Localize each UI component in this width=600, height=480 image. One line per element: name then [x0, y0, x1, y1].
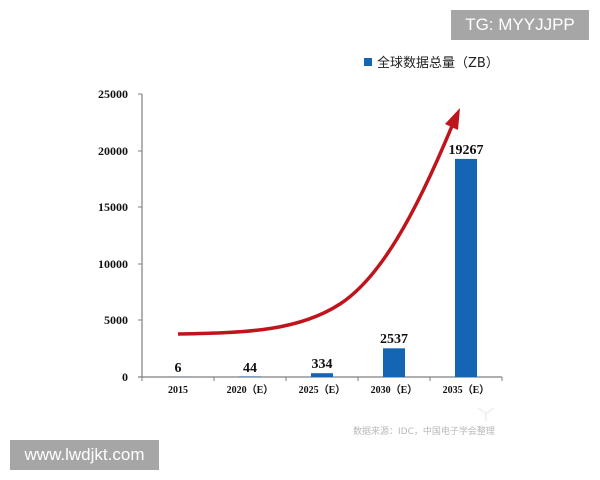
faint-logo-icon — [477, 407, 495, 421]
x-category-labels: 2015 2020（E） 2025（E） 2030（E） 2035（E） — [168, 383, 489, 396]
bar-2035 — [455, 158, 477, 377]
y-tick-15000: 15000 — [98, 200, 128, 214]
trend-arrow-icon — [177, 108, 460, 336]
y-tick-20000: 20000 — [98, 144, 128, 158]
legend-swatch-icon — [364, 57, 372, 66]
y-tick-25000: 25000 — [98, 87, 128, 101]
bar-2020 — [239, 376, 261, 377]
x-label-2035: 2035（E） — [443, 383, 490, 396]
chart-legend: 全球数据总量（ZB） — [364, 52, 499, 71]
y-tick-labels: 25000 20000 15000 10000 5000 0 — [98, 87, 128, 384]
watermark-bottom: www.lwdjkt.com — [10, 440, 159, 470]
x-label-2015: 2015 — [168, 385, 188, 396]
legend-label: 全球数据总量（ZB） — [377, 56, 499, 71]
y-tick-10000: 10000 — [98, 257, 128, 271]
value-label-2030: 2537 — [380, 332, 408, 347]
x-ticks — [141, 377, 503, 381]
x-label-2030: 2030（E） — [371, 383, 418, 396]
value-label-2015: 6 — [175, 361, 182, 376]
bar-2025 — [311, 373, 333, 377]
bars — [167, 158, 477, 377]
y-tick-0: 0 — [122, 370, 128, 384]
y-tick-5000: 5000 — [104, 313, 128, 327]
value-label-2035: 19267 — [449, 143, 484, 158]
watermark-top: TG: MYYJJPP — [451, 10, 589, 40]
value-label-2020: 44 — [243, 361, 257, 376]
data-source-note: 数据来源：IDC，中国电子学会整理 — [353, 427, 495, 437]
x-label-2025: 2025（E） — [299, 383, 346, 396]
value-labels: 6 44 334 2537 19267 — [175, 143, 484, 376]
value-label-2025: 334 — [312, 357, 333, 372]
bar-2030 — [383, 348, 405, 377]
x-label-2020: 2020（E） — [227, 383, 274, 396]
